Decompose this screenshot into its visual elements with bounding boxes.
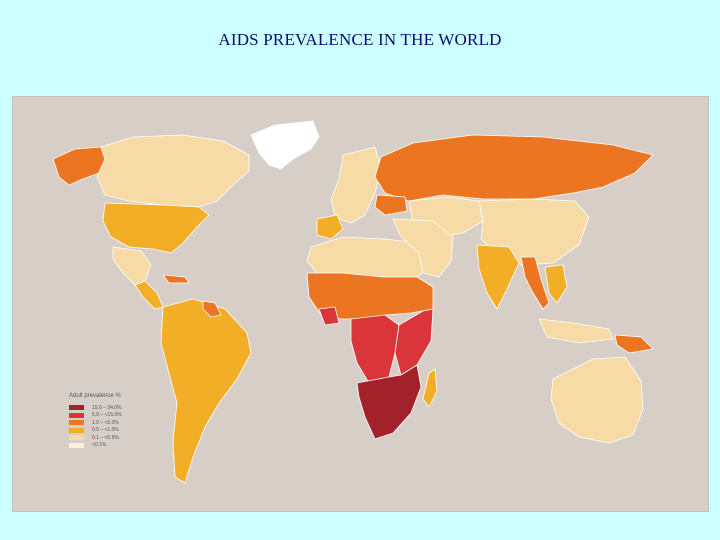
legend-label: 15.0 – 34.0% [92, 404, 122, 411]
region-southeast-asia [544, 264, 568, 304]
legend-swatch [69, 420, 84, 425]
legend: Adult prevalence % 15.0 – 34.0% 5.0 – <1… [69, 393, 179, 449]
legend-swatch [69, 412, 84, 418]
region-indonesia [538, 318, 614, 344]
legend-item: 1.0 – <5.0% [69, 419, 179, 426]
legend-item: <0.1% [69, 442, 179, 449]
legend-swatch [69, 435, 84, 440]
region-alaska [52, 146, 106, 186]
region-united-states [102, 202, 210, 254]
slide-title: AIDS PREVALENCE IN THE WORLD [218, 30, 502, 49]
legend-label: 5.0 – <15.0% [92, 412, 122, 418]
region-cote-divoire [318, 306, 340, 326]
region-south-america [160, 298, 252, 484]
legend-label: <0.1% [92, 442, 107, 448]
region-madagascar [422, 368, 438, 408]
legend-item: 0.1 – <0.5% [69, 434, 179, 441]
legend-swatch [69, 427, 84, 433]
world-map-svg [52, 120, 654, 484]
legend-item: 15.0 – 34.0% [69, 404, 179, 411]
world-map: Adult prevalence % 15.0 – 34.0% 5.0 – <1… [12, 96, 709, 512]
region-caribbean [162, 274, 190, 284]
legend-label: 0.5 – <1.0% [92, 427, 119, 433]
region-central-america [134, 280, 164, 310]
region-india [476, 244, 520, 310]
region-southern-africa [356, 364, 422, 440]
region-guyana-suriname [202, 300, 222, 318]
legend-title: Adult prevalence % [69, 393, 121, 399]
region-mexico [112, 246, 152, 286]
region-central-africa [350, 314, 400, 384]
region-canada [96, 134, 250, 208]
region-east-africa [394, 308, 434, 376]
region-papua-new-guinea [614, 334, 654, 354]
region-myanmar-thailand [520, 256, 550, 310]
legend-swatch [69, 405, 84, 410]
legend-label: 1.0 – <5.0% [92, 419, 119, 426]
region-western-europe [330, 146, 382, 224]
legend-item: 5.0 – <15.0% [69, 412, 179, 419]
region-australia [550, 356, 644, 444]
region-middle-east [392, 218, 454, 278]
region-russia [374, 134, 654, 202]
region-ukraine [374, 194, 408, 216]
region-iberia [316, 214, 344, 240]
region-greenland [250, 120, 320, 170]
legend-item: 0.5 – <1.0% [69, 427, 179, 434]
legend-label: 0.1 – <0.5% [92, 434, 119, 441]
legend-swatch [69, 442, 84, 448]
